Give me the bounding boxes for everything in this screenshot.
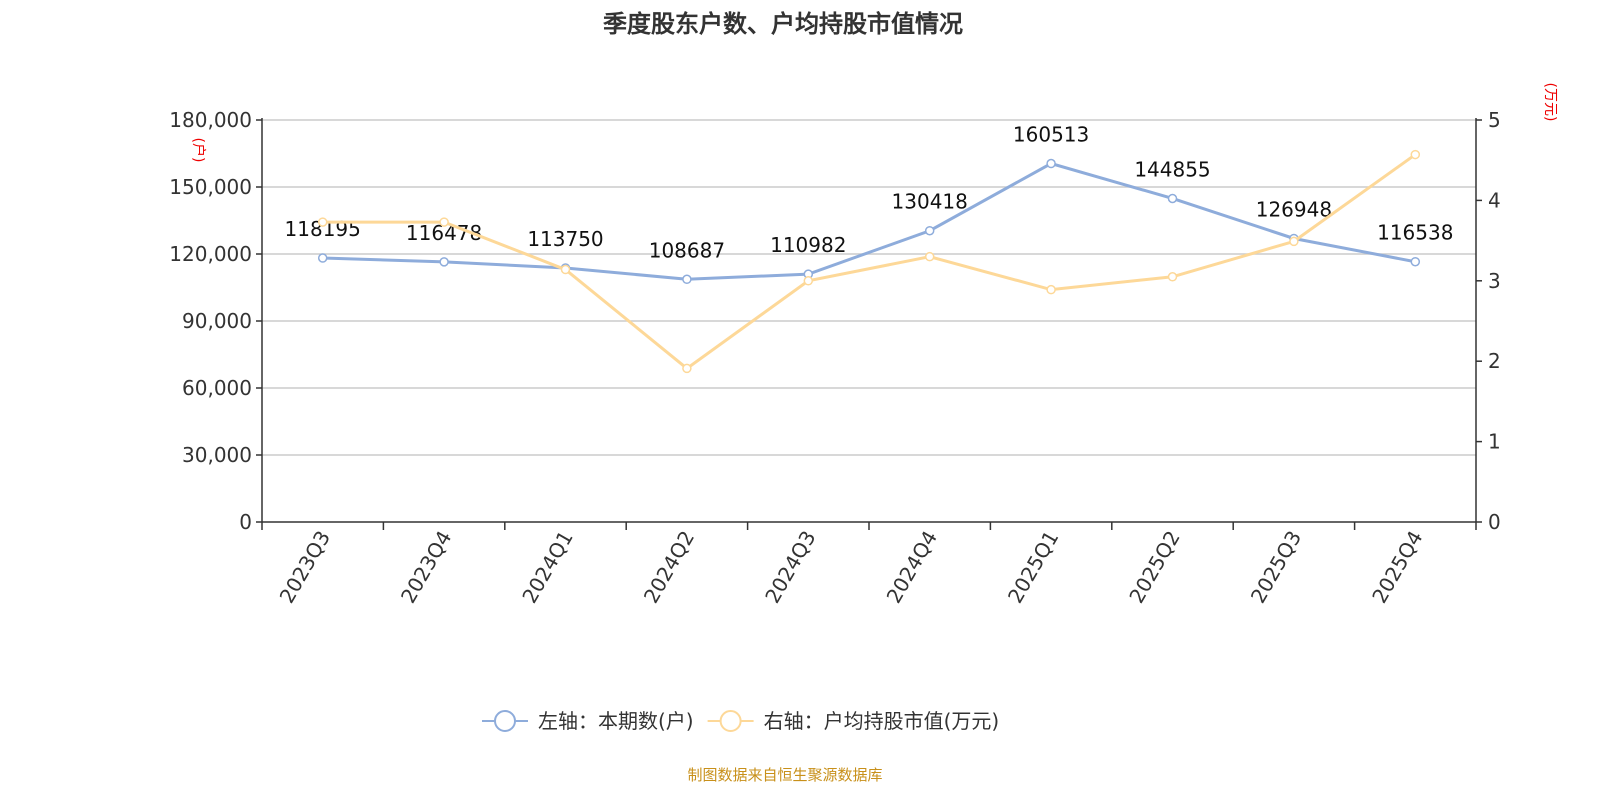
x-tick-label: 2024Q1: [517, 527, 577, 608]
right-tick-label: 2: [1488, 349, 1501, 373]
x-tick-label: 2024Q4: [882, 527, 942, 608]
series-line-0: [322, 161, 1416, 281]
data-label: 126948: [1256, 197, 1332, 221]
right-tick-label: 3: [1488, 269, 1501, 293]
legend-circle-icon: [494, 710, 516, 732]
right-axis-unit: (万元): [1542, 83, 1558, 122]
data-label: 110982: [770, 233, 846, 257]
data-label: 108687: [649, 238, 725, 262]
left-tick-label: 180,000: [169, 108, 252, 132]
chart-title: 季度股东户数、户均持股市值情况: [603, 10, 963, 38]
x-tick-label: 2024Q3: [760, 527, 820, 608]
data-point[interactable]: [1167, 272, 1178, 282]
left-tick-label: 0: [239, 510, 252, 534]
data-point[interactable]: [1289, 236, 1299, 247]
x-tick-label: 2025Q1: [1003, 527, 1063, 608]
left-tick-label: 60,000: [182, 376, 252, 400]
data-point[interactable]: [1410, 149, 1421, 160]
left-axis-unit: (户): [190, 138, 207, 163]
data-point[interactable]: [803, 276, 814, 286]
left-tick-label: 120,000: [169, 242, 252, 266]
right-tick-label: 4: [1488, 188, 1501, 212]
left-tick-label: 90,000: [182, 309, 252, 333]
x-tick-label: 2023Q4: [396, 527, 456, 608]
left-tick-label: 30,000: [182, 443, 252, 467]
data-point[interactable]: [1167, 193, 1178, 204]
data-point[interactable]: [924, 225, 935, 236]
data-point[interactable]: [1046, 284, 1056, 295]
data-point[interactable]: [439, 257, 449, 267]
data-point[interactable]: [439, 217, 449, 227]
right-tick-label: 5: [1488, 108, 1501, 132]
data-point[interactable]: [682, 274, 692, 285]
data-point[interactable]: [682, 363, 692, 374]
data-label: 130418: [892, 190, 968, 214]
x-tick-label: 2025Q2: [1124, 527, 1184, 608]
data-point[interactable]: [1410, 256, 1421, 267]
x-tick-label: 2024Q2: [639, 527, 699, 608]
left-tick-label: 150,000: [169, 175, 252, 199]
data-point[interactable]: [1046, 158, 1056, 169]
right-tick-label: 0: [1488, 510, 1501, 534]
legend-item-1[interactable]: 右轴：户均持股市值(万元): [764, 709, 1000, 733]
data-point[interactable]: [317, 253, 328, 263]
series-line-1: [322, 153, 1417, 371]
legend-circle-icon: [719, 710, 742, 732]
x-tick-label: 2023Q3: [275, 527, 335, 608]
data-label: 144855: [1134, 157, 1210, 181]
right-tick-label: 1: [1488, 430, 1501, 454]
data-point[interactable]: [560, 264, 571, 275]
data-label: 116538: [1377, 221, 1453, 245]
source-note: 制图数据来自恒生聚源数据库: [687, 766, 882, 784]
legend-item-0[interactable]: 左轴：本期数(户): [538, 709, 694, 733]
x-tick-label: 2025Q4: [1367, 527, 1427, 608]
data-label: 113750: [527, 227, 603, 251]
x-tick-label: 2025Q3: [1246, 527, 1306, 608]
data-point[interactable]: [317, 217, 328, 227]
data-point[interactable]: [924, 251, 935, 262]
data-label: 160513: [1013, 123, 1089, 147]
